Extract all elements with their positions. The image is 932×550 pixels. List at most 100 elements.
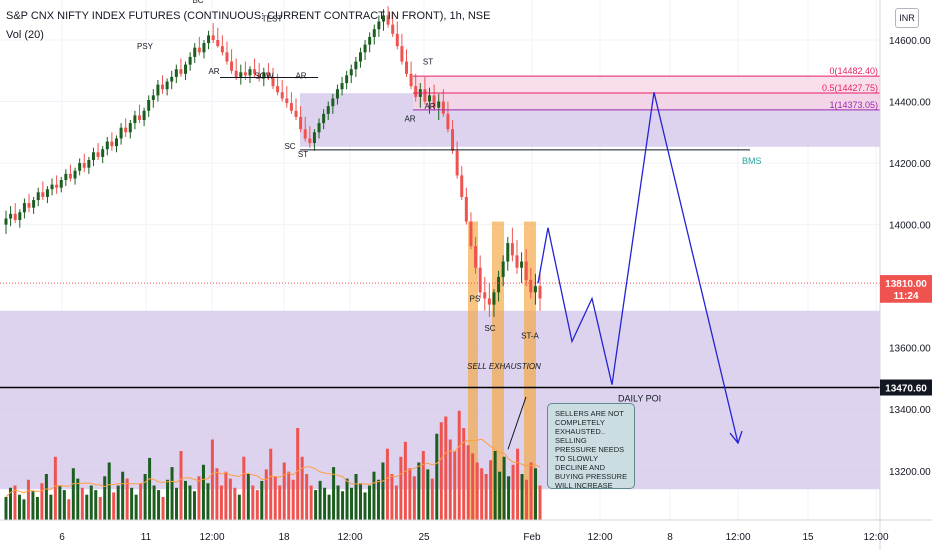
candle-body [36, 192, 40, 200]
volume-bar [183, 480, 187, 520]
volume-bar [148, 457, 152, 520]
volume-indicator-label[interactable]: Vol (20) [6, 29, 44, 41]
volume-bar [435, 433, 439, 520]
volume-bar [13, 485, 17, 520]
candle-body [358, 52, 362, 62]
x-tick-label: 15 [802, 532, 814, 543]
volume-bar [390, 474, 394, 520]
volume-ma-line [5, 438, 541, 498]
wyckoff-label: AR [424, 102, 435, 111]
candle-body [174, 69, 178, 77]
volume-bar [498, 471, 502, 520]
candle-body [124, 127, 128, 133]
volume-bar [439, 422, 443, 520]
volume-bar [448, 439, 452, 520]
wyckoff-label: TEST [262, 15, 283, 24]
candle-body [428, 95, 432, 102]
volume-bar [251, 485, 255, 520]
volume-bar [210, 439, 214, 520]
candle-body [78, 163, 82, 171]
candle-body [294, 110, 298, 117]
volume-bar [58, 485, 62, 520]
candle-body [400, 46, 404, 62]
volume-bar [291, 479, 295, 520]
candle-body [32, 200, 36, 208]
candle-body [405, 61, 408, 74]
volume-bar [475, 462, 479, 520]
y-tick-label: 14400.00 [889, 98, 931, 109]
candle-body [478, 267, 482, 293]
candle-body [414, 86, 418, 97]
candle-body [243, 72, 247, 76]
candle-body [538, 286, 542, 299]
volume-bar [125, 478, 129, 520]
volume-bar [534, 468, 538, 520]
candle-body [9, 213, 13, 219]
candle-body [533, 286, 537, 293]
candles-layer [4, 6, 542, 317]
x-tick-label: 12:00 [199, 532, 224, 543]
volume-bar [367, 485, 371, 520]
volume-bar [107, 462, 111, 520]
volume-bar [260, 480, 264, 520]
candle-body [455, 150, 459, 176]
wyckoff-label: AR [404, 115, 415, 124]
volume-bar [215, 468, 219, 520]
candle-body [87, 160, 91, 168]
volume-bar [22, 499, 26, 520]
volume-bar [484, 474, 488, 520]
volume-bar [197, 476, 201, 520]
candle-body [515, 255, 519, 268]
bms-label: BMS [742, 156, 762, 166]
volume-bar [85, 494, 89, 520]
volume-bar [394, 485, 398, 520]
candle-body [386, 15, 390, 25]
volume-bar [152, 485, 156, 520]
currency-button[interactable]: INR [895, 8, 919, 28]
candle-body [147, 100, 151, 111]
volume-bar [112, 492, 116, 520]
x-tick-label: 12:00 [587, 532, 612, 543]
candle-body [345, 75, 349, 84]
volume-bar [17, 494, 21, 520]
candle-body [220, 46, 224, 53]
candle-body [156, 84, 160, 96]
candle-body [68, 173, 72, 179]
candle-body [409, 73, 413, 87]
volume-bar [71, 468, 75, 520]
candle-body [55, 184, 59, 188]
volume-bar [44, 474, 48, 520]
volume-bar [354, 474, 358, 520]
x-tick-label: 8 [667, 532, 673, 543]
volume-bar [94, 490, 98, 520]
volume-bar [516, 448, 520, 520]
x-tick-label: 11 [141, 532, 152, 543]
volume-bar [278, 485, 282, 520]
candle-body [188, 56, 192, 65]
candle-body [184, 64, 188, 74]
candle-body [22, 203, 26, 213]
volume-bar [363, 492, 367, 520]
wyckoff-label: AR [208, 67, 219, 76]
volume-bar [345, 478, 349, 520]
wyckoff-label: SOW [254, 71, 274, 80]
volume-bar [480, 468, 484, 520]
exhaustion-column [524, 221, 536, 521]
projection-arrowhead [729, 430, 743, 445]
candle-body [138, 115, 141, 120]
candle-body [469, 221, 473, 247]
candle-body [501, 261, 505, 277]
price-tag-label: 13810.00 [885, 279, 927, 290]
volume-bar [242, 456, 246, 520]
daily-poi-label: DAILY POI [618, 394, 661, 404]
candle-body [4, 218, 8, 225]
volume-bar [80, 487, 84, 520]
volume-bar [219, 485, 223, 520]
volume-bar [466, 445, 470, 520]
candle-body [257, 73, 261, 79]
volume-bar [305, 474, 309, 520]
candle-body [142, 110, 146, 120]
candle-body [349, 69, 353, 76]
volume-bar [296, 428, 300, 520]
